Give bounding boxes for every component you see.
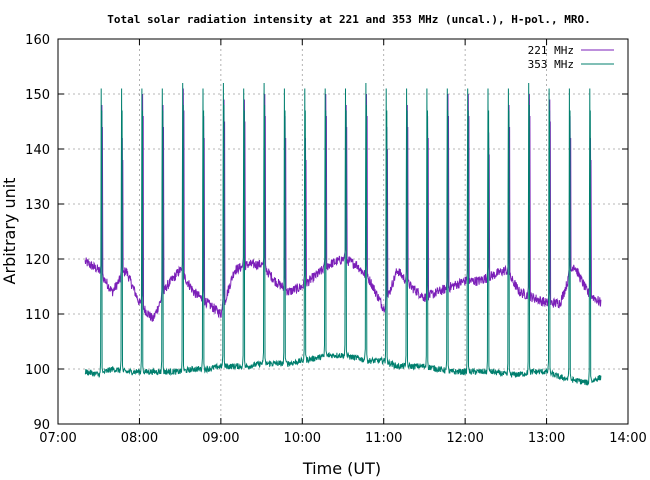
grid xyxy=(58,39,628,424)
y-tick-label: 120 xyxy=(25,253,50,268)
y-tick-label: 130 xyxy=(25,198,50,213)
legend-label-221: 221 MHz xyxy=(528,44,574,57)
chart-title: Total solar radiation intensity at 221 a… xyxy=(107,13,590,26)
y-tick-label: 140 xyxy=(25,143,50,158)
ticks: 90 100 110 120 130 140 150 160 07:00 08:00 09:00 10… xyxy=(25,33,647,446)
series-line-221 xyxy=(84,88,602,323)
y-tick-label: 160 xyxy=(25,33,50,48)
x-tick-label: 12:00 xyxy=(446,431,483,446)
series-line-353 xyxy=(84,82,602,386)
x-tick-label: 10:00 xyxy=(284,431,321,446)
y-tick-label: 110 xyxy=(25,308,50,323)
x-tick-label: 09:00 xyxy=(202,431,239,446)
x-tick-label: 08:00 xyxy=(121,431,158,446)
series-layer xyxy=(84,82,602,386)
legend: 221 MHz 353 MHz xyxy=(528,44,614,71)
x-axis-label: Time (UT) xyxy=(302,459,381,478)
y-tick-label: 100 xyxy=(25,363,50,378)
y-tick-label: 90 xyxy=(33,418,50,433)
x-tick-label: 11:00 xyxy=(365,431,402,446)
plot-frame xyxy=(57,38,629,425)
legend-label-353: 353 MHz xyxy=(528,58,574,71)
y-tick-label: 150 xyxy=(25,88,50,103)
x-tick-label: 14:00 xyxy=(609,431,646,446)
y-axis-label: Arbitrary unit xyxy=(0,178,19,285)
x-tick-label: 13:00 xyxy=(528,431,565,446)
x-tick-label: 07:00 xyxy=(39,431,76,446)
